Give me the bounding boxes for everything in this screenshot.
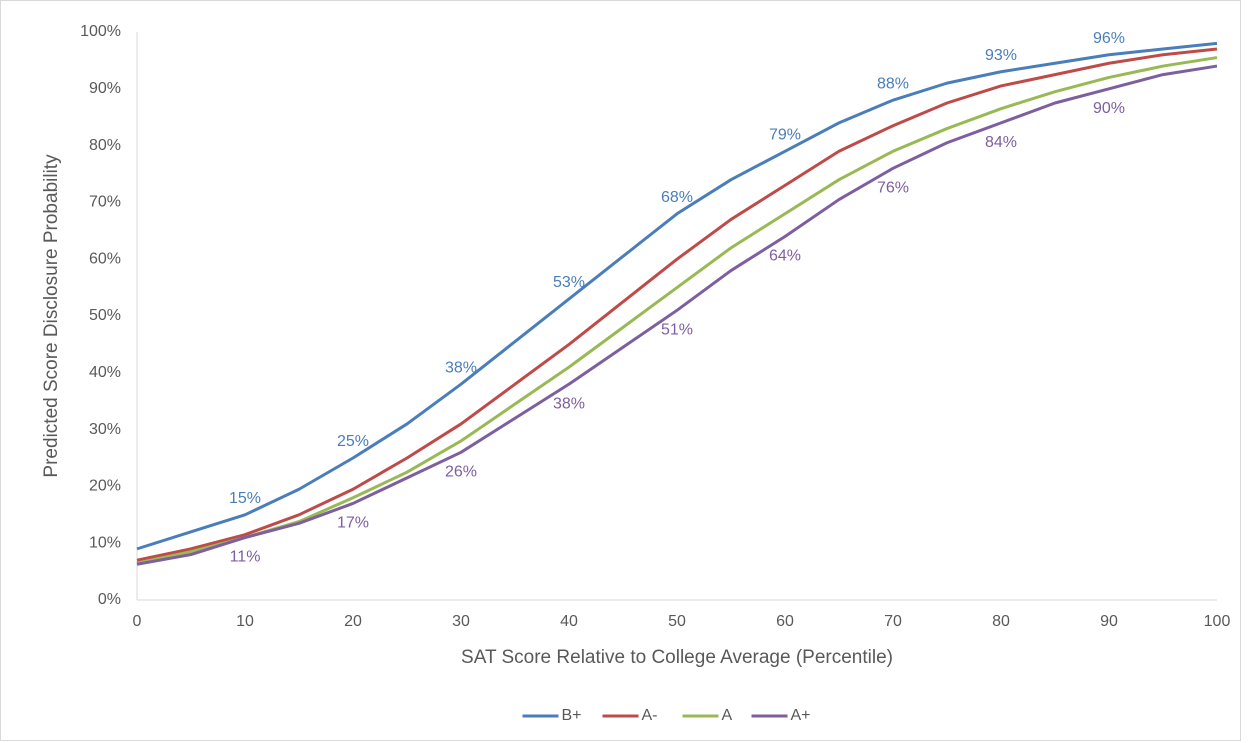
- data-label: 38%: [445, 359, 477, 376]
- y-tick-label: 20%: [89, 478, 121, 495]
- data-label: 64%: [769, 248, 801, 265]
- y-tick-label: 50%: [89, 307, 121, 324]
- data-label: 68%: [661, 189, 693, 206]
- y-tick-label: 10%: [89, 534, 121, 551]
- x-tick-label: 90: [1100, 613, 1118, 630]
- y-tick-label: 80%: [89, 137, 121, 154]
- series-line: [136, 56, 1218, 565]
- data-label: 84%: [985, 134, 1017, 151]
- data-label: 11%: [230, 549, 261, 566]
- series-line: [136, 47, 1218, 562]
- x-tick-label: 100: [1204, 613, 1231, 630]
- legend-label: A: [722, 707, 733, 724]
- y-tick-label: 100%: [80, 23, 121, 40]
- data-label: 88%: [877, 75, 909, 92]
- y-tick-label: 60%: [89, 250, 121, 267]
- y-axis-title: Predicted Score Disclosure Probability: [41, 154, 62, 478]
- data-label: 93%: [985, 47, 1017, 64]
- data-label: 38%: [553, 395, 585, 412]
- x-tick-label: 60: [776, 613, 794, 630]
- x-tick-label: 40: [560, 613, 578, 630]
- data-label: 26%: [445, 464, 477, 481]
- x-tick-label: 20: [344, 613, 362, 630]
- legend-label: B+: [562, 707, 582, 724]
- x-tick-label: 0: [133, 613, 142, 630]
- y-tick-label: 90%: [89, 80, 121, 97]
- legend-label: A-: [642, 707, 658, 724]
- x-tick-label: 50: [668, 613, 686, 630]
- legend-label: A+: [791, 707, 811, 724]
- y-tick-label: 30%: [89, 421, 121, 438]
- series-line: [136, 41, 1218, 551]
- data-label: 90%: [1093, 100, 1125, 117]
- data-label: 76%: [877, 180, 909, 197]
- data-label: 79%: [769, 126, 801, 143]
- data-label: 96%: [1093, 30, 1125, 47]
- y-tick-label: 0%: [98, 591, 121, 608]
- x-tick-label: 80: [992, 613, 1010, 630]
- x-axis-title: SAT Score Relative to College Average (P…: [461, 647, 893, 668]
- x-tick-label: 30: [452, 613, 470, 630]
- data-label: 17%: [337, 515, 369, 532]
- data-label: 15%: [229, 490, 261, 507]
- y-tick-label: 70%: [89, 194, 121, 211]
- y-tick-label: 40%: [89, 364, 121, 381]
- data-label: 51%: [661, 322, 693, 339]
- data-label: 25%: [337, 433, 369, 450]
- data-label: 53%: [553, 274, 585, 291]
- x-tick-label: 10: [236, 613, 254, 630]
- x-tick-label: 70: [884, 613, 902, 630]
- series-line: [136, 64, 1218, 566]
